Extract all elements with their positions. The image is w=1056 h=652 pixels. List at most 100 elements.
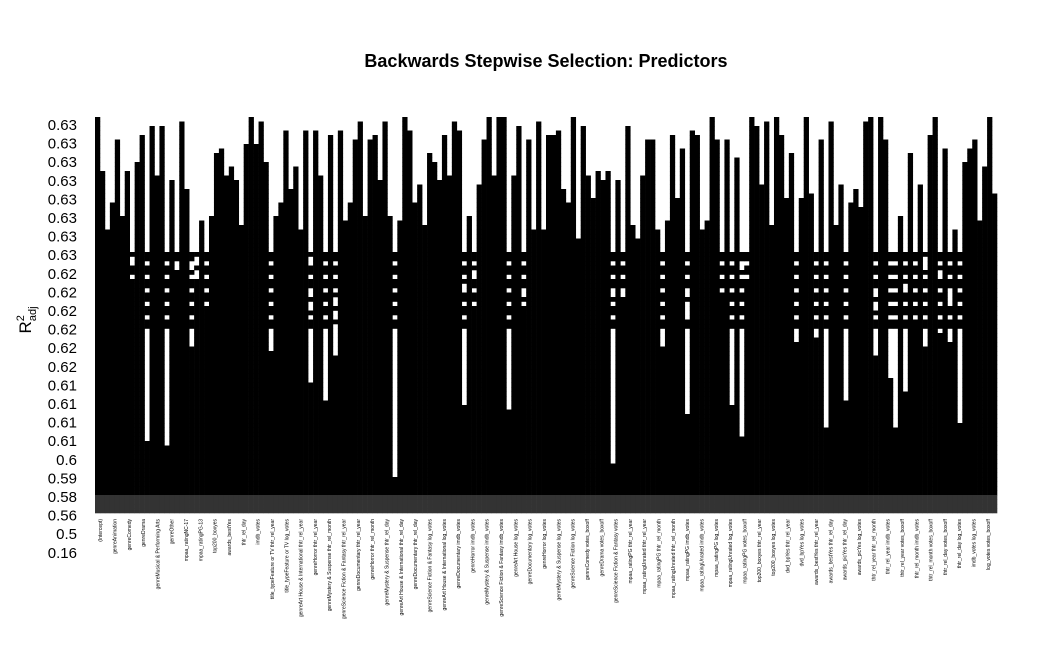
heatmap-cell xyxy=(927,247,933,253)
heatmap-cell xyxy=(546,202,552,208)
heatmap-cell xyxy=(803,283,809,289)
heatmap-cell xyxy=(456,247,463,253)
heatmap-cell xyxy=(902,270,909,275)
heatmap-cell xyxy=(278,229,284,235)
heatmap-cell xyxy=(278,274,284,280)
heatmap-cell xyxy=(550,180,557,185)
heatmap-cell xyxy=(868,121,874,127)
heatmap-cell xyxy=(868,220,874,226)
heatmap-cell xyxy=(486,189,492,194)
heatmap-cell xyxy=(293,306,299,311)
heatmap-cell xyxy=(838,288,844,293)
heatmap-cell xyxy=(907,288,914,293)
heatmap-cell xyxy=(625,270,631,275)
heatmap-cell xyxy=(347,292,354,298)
heatmap-cell xyxy=(689,198,695,203)
heatmap-cell xyxy=(972,175,978,181)
heatmap-cell xyxy=(927,225,933,230)
heatmap-cell xyxy=(674,279,681,284)
heatmap-cell xyxy=(640,256,646,262)
heatmap-cell xyxy=(605,198,611,203)
heatmap-cell xyxy=(674,306,681,311)
heatmap-cell xyxy=(194,301,200,307)
heatmap-cell xyxy=(838,216,844,221)
heatmap-cell xyxy=(531,229,537,235)
heatmap-cell xyxy=(868,189,874,194)
heatmap-cell xyxy=(600,211,606,217)
heatmap-cell xyxy=(848,238,854,244)
heatmap-cell xyxy=(962,265,968,271)
heatmap-cell xyxy=(878,297,884,302)
heatmap-cell xyxy=(902,252,909,257)
heatmap-cell xyxy=(496,207,502,212)
heatmap-cell xyxy=(759,211,765,217)
heatmap-cell xyxy=(605,171,611,176)
heatmap-cell xyxy=(149,180,155,185)
heatmap-cell xyxy=(327,261,334,266)
heatmap-cell xyxy=(228,225,235,230)
heatmap-cell xyxy=(932,198,938,203)
heatmap-cell xyxy=(451,234,458,239)
heatmap-cell xyxy=(541,234,547,239)
heatmap-cell xyxy=(436,220,443,226)
heatmap-cell xyxy=(932,297,938,302)
heatmap-cell xyxy=(778,234,785,239)
heatmap-cell xyxy=(704,220,710,226)
heatmap-cell xyxy=(486,238,492,244)
heatmap-cell xyxy=(347,306,354,311)
heatmap-cell xyxy=(650,162,656,167)
heatmap-cell xyxy=(808,256,814,262)
heatmap-cell xyxy=(422,256,428,262)
heatmap-cell xyxy=(288,252,294,257)
heatmap-cell xyxy=(803,220,809,226)
heatmap-cell xyxy=(754,279,760,284)
heatmap-cell xyxy=(169,261,175,266)
heatmap-cell xyxy=(228,211,235,217)
heatmap-cell xyxy=(565,265,572,271)
heatmap-cell xyxy=(298,234,304,239)
heatmap-cell xyxy=(546,175,552,181)
heatmap-cell xyxy=(625,171,631,176)
heatmap-cell xyxy=(382,189,388,194)
heatmap-cell xyxy=(422,252,428,257)
heatmap-cell xyxy=(694,148,700,154)
heatmap-cell xyxy=(95,171,101,176)
heatmap-cell xyxy=(382,234,388,239)
heatmap-cell xyxy=(362,288,368,293)
heatmap-cell xyxy=(159,297,165,302)
heatmap-cell xyxy=(843,265,849,271)
heatmap-cell xyxy=(823,252,829,257)
heatmap-cell xyxy=(546,193,552,199)
heatmap-cell xyxy=(164,306,170,311)
heatmap-cell xyxy=(441,256,448,262)
heatmap-cell xyxy=(263,256,269,262)
heatmap-cell xyxy=(907,301,914,307)
heatmap-cell xyxy=(778,162,785,167)
heatmap-cell xyxy=(932,157,938,163)
heatmap-cell xyxy=(813,270,819,275)
heatmap-cell xyxy=(263,243,269,248)
heatmap-cell xyxy=(208,301,215,307)
heatmap-cell xyxy=(486,270,492,275)
heatmap-cell xyxy=(313,189,319,194)
heatmap-cell xyxy=(650,225,656,230)
heatmap-cell xyxy=(184,216,190,221)
heatmap-cell xyxy=(337,220,344,226)
heatmap-cell xyxy=(739,306,745,311)
heatmap-cell xyxy=(645,238,651,244)
heatmap-cell xyxy=(456,144,463,149)
heatmap-cell xyxy=(139,175,145,181)
heatmap-cell xyxy=(303,261,309,266)
heatmap-cell xyxy=(724,184,730,190)
heatmap-cell xyxy=(773,126,780,131)
heatmap-cell xyxy=(184,202,190,208)
heatmap-cell xyxy=(372,220,378,226)
heatmap-cell xyxy=(546,139,552,145)
heatmap-cell xyxy=(293,166,299,172)
heatmap-cell xyxy=(402,130,408,136)
heatmap-cell xyxy=(327,211,334,217)
heatmap-cell xyxy=(828,180,834,185)
heatmap-cell xyxy=(570,162,577,167)
heatmap-cell xyxy=(466,234,472,239)
heatmap-cell xyxy=(754,274,760,280)
